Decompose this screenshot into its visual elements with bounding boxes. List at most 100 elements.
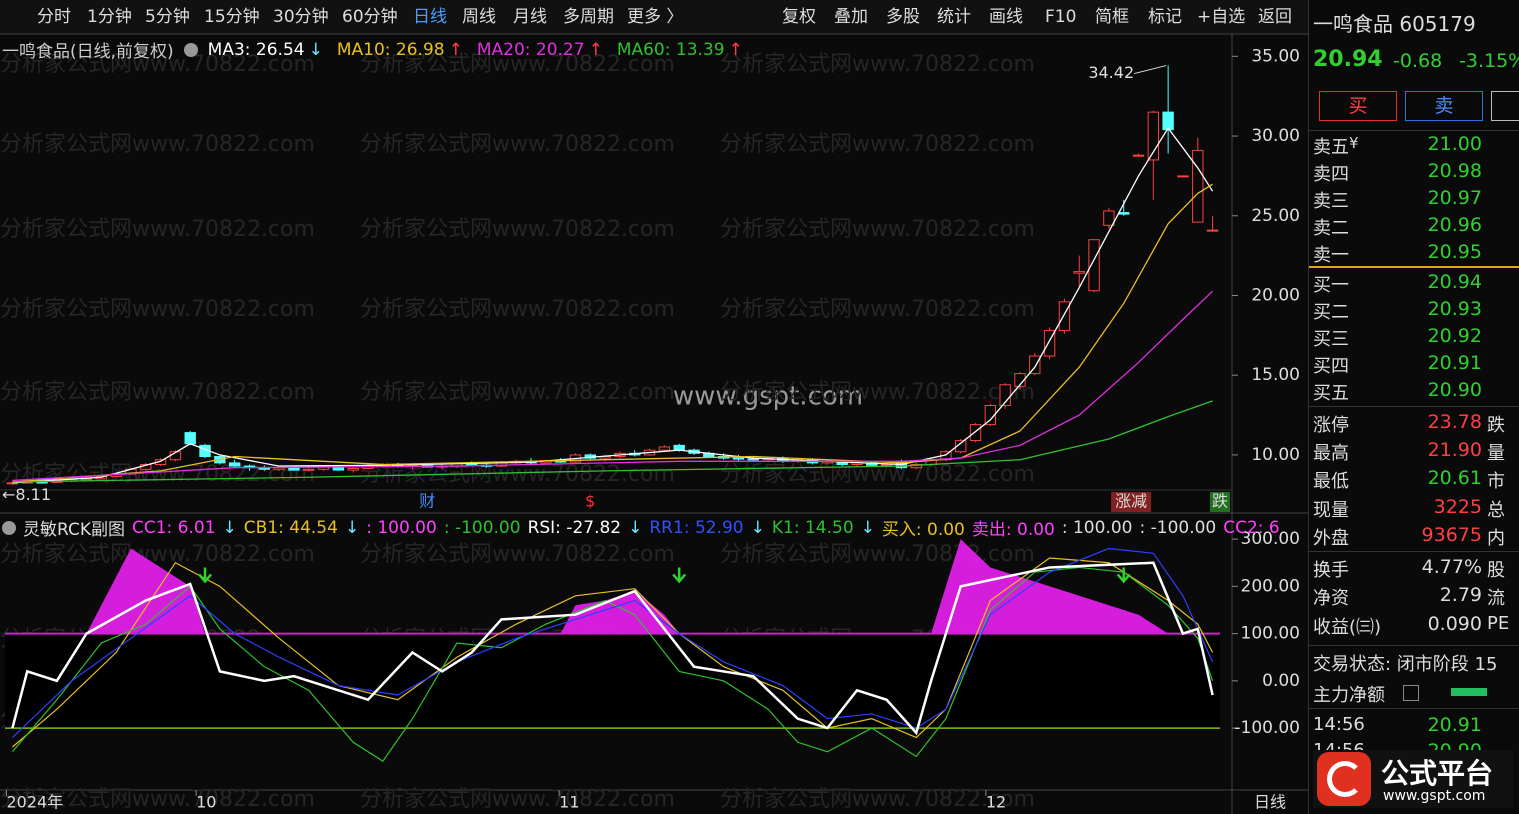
candle-body — [80, 478, 93, 481]
chart-title: 一鸣食品(日线,前复权) — [2, 42, 174, 62]
price-change-pct: -3.15% — [1459, 50, 1519, 72]
watermark: 分析家公式网www.70822.com — [0, 542, 315, 567]
period-tab[interactable]: 周线 — [462, 7, 496, 27]
indicator-label: ↓ — [750, 517, 765, 538]
indicator-label: ↓ — [344, 517, 360, 538]
period-tab[interactable]: 日线 — [413, 7, 447, 27]
period-tab[interactable]: 分时 — [37, 7, 71, 27]
signal-arrow — [198, 567, 212, 584]
row-value: 2.79 — [1439, 584, 1482, 606]
candle-body — [1043, 330, 1056, 357]
x-tick-label: 11 — [559, 793, 579, 812]
period-tab[interactable]: 多周期 — [563, 7, 614, 27]
low-value: 8.11 — [15, 485, 51, 504]
main-flow-label: 主力净额 — [1313, 685, 1385, 706]
tool-button[interactable]: 统计 — [937, 7, 971, 27]
y-tick-label: 35.00 — [1251, 46, 1300, 66]
candle-body — [955, 440, 967, 453]
period-tab[interactable]: 30分钟 — [273, 7, 329, 27]
indicator-label: 卖出: 0.00 — [971, 520, 1055, 540]
logo-icon — [1317, 752, 1371, 806]
logo: 公式平台 www.gspt.com — [1313, 750, 1513, 808]
row-next: 股 — [1487, 560, 1505, 581]
toggle-icon[interactable] — [2, 520, 16, 535]
divider — [1309, 406, 1519, 407]
row-next: 内 — [1487, 528, 1505, 549]
logo-title: 公式平台 — [1381, 757, 1494, 790]
tool-button[interactable]: 返回 — [1258, 7, 1292, 27]
tool-button[interactable]: 标记 — [1148, 7, 1182, 27]
candle-body — [303, 468, 315, 471]
event-marker: 涨减 — [1115, 492, 1147, 511]
period-tab[interactable]: 5分钟 — [145, 7, 190, 27]
row-value: 20.91 — [1427, 352, 1482, 374]
period-tab[interactable]: 1分钟 — [87, 7, 132, 27]
period-tab[interactable]: 60分钟 — [342, 7, 398, 27]
row-value: 23.78 — [1427, 411, 1482, 433]
indicator-label: : 100.00 — [1061, 517, 1133, 538]
y-tick-label: 20.00 — [1251, 285, 1300, 305]
more-button[interactable] — [1491, 91, 1519, 121]
period-tab[interactable]: 15分钟 — [204, 7, 260, 27]
candle-body — [1073, 271, 1085, 274]
candle-body — [1118, 212, 1130, 215]
tool-button[interactable]: 画线 — [989, 7, 1023, 27]
indicator-label: ↓ — [860, 517, 875, 538]
flow-bar — [1451, 688, 1487, 696]
watermark: 分析家公式网www.70822.com — [0, 787, 315, 812]
row-next: 流 — [1487, 588, 1505, 609]
candle-body — [747, 458, 759, 461]
candle-body — [1029, 355, 1041, 375]
buy-button[interactable]: 买 — [1319, 91, 1397, 121]
row-next: PE — [1487, 613, 1510, 634]
y-tick-label: 200.00 — [1241, 576, 1300, 596]
row-label: 买五 — [1313, 383, 1349, 404]
x-tick-label: 2024年 — [6, 793, 63, 812]
row-value: 20.61 — [1427, 467, 1482, 489]
watermark: 分析家公式网www.70822.com — [720, 297, 1035, 322]
row-label: 买一 — [1313, 275, 1349, 296]
candle-body — [1147, 111, 1160, 161]
stock-title: 一鸣食品 605179 — [1313, 12, 1476, 36]
indicator-line — [11, 547, 1214, 738]
candle-body — [184, 432, 196, 445]
sell-button[interactable]: 卖 — [1405, 91, 1483, 121]
row-value: 20.92 — [1427, 325, 1482, 347]
tool-button[interactable]: +自选 — [1197, 7, 1245, 27]
period-tab[interactable]: 更多 〉 — [627, 7, 683, 27]
y-tick-label: 15.00 — [1251, 365, 1300, 385]
candle-body — [673, 444, 685, 451]
annotation-arrow — [1134, 65, 1167, 75]
ma-label: MA60: 13.39 — [616, 39, 725, 60]
candle-body — [228, 462, 241, 467]
site-watermark: www.gspt.com — [673, 382, 863, 412]
indicator-label: : -100.00 — [1139, 517, 1217, 538]
tool-button[interactable]: 复权 — [782, 7, 816, 27]
divider — [1309, 551, 1519, 552]
indicator-label: RR1: 52.90 — [649, 517, 744, 538]
tool-button[interactable]: 叠加 — [834, 7, 868, 27]
candle-body — [658, 446, 671, 451]
watermark: 分析家公式网www.70822.com — [0, 52, 315, 77]
row-value: 21.00 — [1427, 133, 1482, 155]
row-label: 涨停 — [1313, 415, 1349, 436]
flow-icon[interactable] — [1403, 685, 1419, 701]
toggle-icon[interactable] — [183, 42, 198, 57]
x-tick-label: 10 — [196, 793, 216, 812]
watermark: 分析家公式网www.70822.com — [360, 132, 675, 157]
row-label: 卖三 — [1313, 191, 1349, 212]
tool-button[interactable]: F10 — [1045, 7, 1076, 27]
indicator-label: 买入: 0.00 — [881, 520, 965, 540]
row-label: 换手 — [1313, 560, 1349, 581]
candle-body — [1058, 301, 1071, 332]
watermark: 分析家公式网www.70822.com — [720, 542, 1035, 567]
tool-button[interactable]: 简框 — [1095, 7, 1129, 27]
watermark: 分析家公式网www.70822.com — [0, 297, 315, 322]
indicator-label: : -100.00 — [443, 517, 521, 538]
tool-button[interactable]: 多股 — [886, 7, 920, 27]
candle-body — [732, 457, 745, 460]
chart-area: www.gspt.com 分析家公式网www.70822.com 分析家公式网ww… — [0, 7, 1308, 814]
y-tick-label: 100.00 — [1241, 624, 1300, 644]
y-tick-label: -100.00 — [1234, 718, 1300, 738]
period-tab[interactable]: 月线 — [513, 7, 547, 27]
